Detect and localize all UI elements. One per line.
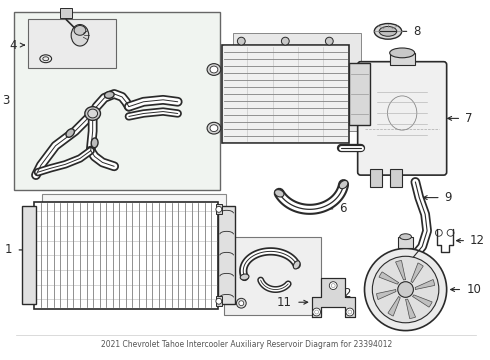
Ellipse shape <box>390 48 415 58</box>
Text: 2: 2 <box>343 287 350 300</box>
Polygon shape <box>379 272 399 284</box>
Text: 3: 3 <box>2 94 9 107</box>
Text: 1: 1 <box>5 243 12 256</box>
Circle shape <box>239 301 244 306</box>
Bar <box>216 296 222 306</box>
Ellipse shape <box>66 129 74 137</box>
Circle shape <box>398 282 414 297</box>
Ellipse shape <box>294 261 300 269</box>
Ellipse shape <box>91 138 98 148</box>
Ellipse shape <box>207 122 221 134</box>
Text: 10: 10 <box>466 283 481 296</box>
Polygon shape <box>376 289 396 300</box>
Circle shape <box>365 248 447 330</box>
Circle shape <box>281 37 289 45</box>
Text: 8: 8 <box>414 25 421 38</box>
Polygon shape <box>413 295 432 307</box>
Ellipse shape <box>104 91 114 98</box>
Circle shape <box>237 37 245 45</box>
Circle shape <box>236 298 246 308</box>
Bar <box>390 169 402 187</box>
Text: 5: 5 <box>390 87 397 100</box>
Ellipse shape <box>210 125 218 132</box>
Text: 2021 Chevrolet Tahoe Intercooler Auxiliary Reservoir Diagram for 23394012: 2021 Chevrolet Tahoe Intercooler Auxilia… <box>100 340 392 349</box>
Bar <box>60 8 72 18</box>
Ellipse shape <box>207 64 221 75</box>
Circle shape <box>329 282 337 289</box>
Circle shape <box>325 37 333 45</box>
Ellipse shape <box>379 27 397 36</box>
Bar <box>14 12 220 190</box>
Bar <box>349 63 370 125</box>
Circle shape <box>216 206 222 212</box>
Polygon shape <box>388 296 400 316</box>
Bar <box>28 19 116 68</box>
Ellipse shape <box>74 26 86 35</box>
Bar <box>398 237 414 248</box>
Ellipse shape <box>400 234 412 240</box>
Circle shape <box>372 256 439 323</box>
Ellipse shape <box>339 180 348 189</box>
Bar <box>222 45 349 143</box>
Text: 4: 4 <box>9 39 16 51</box>
Circle shape <box>313 308 320 316</box>
Bar <box>233 33 361 131</box>
Circle shape <box>216 298 222 304</box>
Bar <box>224 237 321 315</box>
Polygon shape <box>406 299 416 319</box>
Polygon shape <box>411 263 423 283</box>
Bar <box>216 204 222 214</box>
Bar <box>34 202 218 309</box>
Ellipse shape <box>88 109 98 118</box>
Polygon shape <box>312 278 355 317</box>
Bar <box>218 206 235 304</box>
Ellipse shape <box>210 66 218 73</box>
Circle shape <box>346 308 354 316</box>
Bar <box>370 169 382 187</box>
Bar <box>42 194 226 301</box>
Ellipse shape <box>374 23 402 39</box>
Ellipse shape <box>240 274 249 280</box>
Bar <box>390 53 415 64</box>
Polygon shape <box>415 279 435 289</box>
Ellipse shape <box>274 190 284 197</box>
FancyBboxPatch shape <box>358 62 447 175</box>
Text: 11: 11 <box>277 296 292 309</box>
Bar <box>22 206 36 304</box>
Ellipse shape <box>85 107 100 120</box>
Text: 6: 6 <box>340 202 347 215</box>
Text: 7: 7 <box>465 112 473 125</box>
Ellipse shape <box>71 24 89 46</box>
Text: 12: 12 <box>470 234 485 247</box>
Polygon shape <box>395 261 406 280</box>
Text: 9: 9 <box>445 191 452 204</box>
